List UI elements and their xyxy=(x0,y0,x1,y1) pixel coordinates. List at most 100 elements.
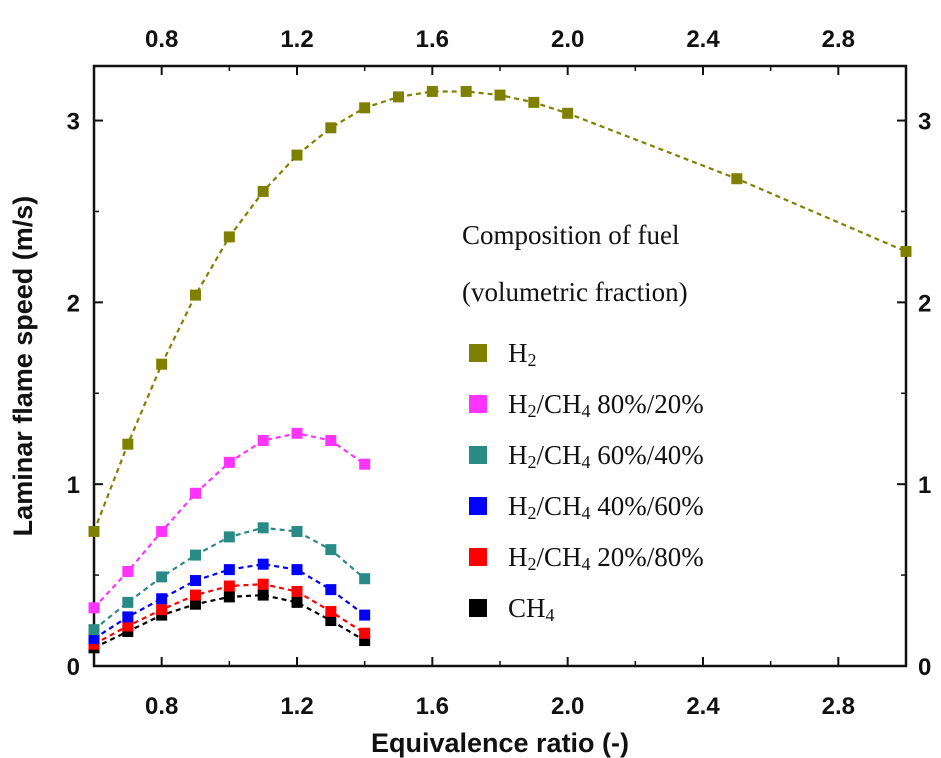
data-point xyxy=(393,91,404,103)
data-point xyxy=(88,525,100,537)
legend-label: H2/CH4 80%/20% xyxy=(508,389,704,421)
data-point xyxy=(223,531,235,543)
x-tick-label: 2.4 xyxy=(686,693,720,720)
legend-title-line1: Composition of fuel xyxy=(462,220,680,250)
legend-title-line2: (volumetric fraction) xyxy=(462,277,688,307)
data-point xyxy=(122,565,134,577)
data-point xyxy=(223,580,235,592)
data-point xyxy=(359,458,371,470)
data-point xyxy=(325,615,337,627)
data-point xyxy=(359,609,371,621)
legend-label: H2 xyxy=(508,338,537,370)
y-tick-label: 1 xyxy=(67,472,80,499)
data-point xyxy=(190,549,201,561)
legend-swatch xyxy=(469,548,487,566)
data-point xyxy=(156,593,168,605)
series-4 xyxy=(88,558,371,645)
data-point xyxy=(325,435,337,447)
data-point xyxy=(88,602,100,614)
legend-swatch xyxy=(469,395,487,413)
data-point xyxy=(291,525,303,537)
y-tick-label-right: 2 xyxy=(918,290,931,317)
data-point xyxy=(325,544,337,556)
data-point xyxy=(460,85,472,97)
data-point xyxy=(291,564,303,576)
data-point xyxy=(257,558,269,570)
series-2 xyxy=(88,427,371,614)
data-point xyxy=(156,571,168,583)
data-point xyxy=(325,605,337,617)
legend-label: H2/CH4 40%/60% xyxy=(508,491,704,523)
data-point xyxy=(190,289,201,301)
x-tick-label-top: 1.6 xyxy=(416,26,449,53)
legend: Composition of fuel (volumetric fraction… xyxy=(462,220,704,625)
y-tick-label: 3 xyxy=(67,109,80,136)
x-tick-label: 1.2 xyxy=(280,693,313,720)
data-point xyxy=(190,589,201,601)
x-axis-title: Equivalence ratio (-) xyxy=(371,728,629,758)
legend-swatch xyxy=(469,344,487,362)
x-tick-label-top: 2.0 xyxy=(551,26,584,53)
legend-items: H2 H2/CH4 80%/20% H2/CH4 60%/40% H2/CH4 40%… xyxy=(469,338,704,625)
data-point xyxy=(156,358,168,370)
data-point xyxy=(359,573,371,585)
data-point xyxy=(291,585,303,597)
data-point xyxy=(156,604,168,616)
data-point xyxy=(562,107,574,119)
legend-swatch xyxy=(469,497,487,515)
series-line xyxy=(93,593,366,649)
series-3 xyxy=(88,522,371,636)
data-point xyxy=(257,578,269,590)
data-point xyxy=(426,85,438,97)
series-layer xyxy=(88,85,912,654)
y-axis-title: Laminar flame speed (m/s) xyxy=(8,196,38,537)
legend-swatch xyxy=(469,446,487,464)
data-point xyxy=(190,487,201,499)
data-point xyxy=(88,624,100,636)
plot-frame xyxy=(92,64,908,668)
series-line xyxy=(92,90,907,532)
data-point xyxy=(291,596,303,608)
x-tick-label: 2.8 xyxy=(822,693,855,720)
x-tick-label-top: 1.2 xyxy=(280,26,313,53)
series-1 xyxy=(88,85,912,537)
data-point xyxy=(359,102,371,114)
legend-label: H2/CH4 20%/80% xyxy=(508,542,704,574)
data-point xyxy=(223,591,235,603)
data-point xyxy=(88,633,100,645)
x-tick-label-top: 2.8 xyxy=(822,26,855,53)
data-point xyxy=(359,627,371,639)
data-point xyxy=(122,611,134,623)
data-point xyxy=(122,438,134,450)
data-point xyxy=(291,149,303,161)
data-point xyxy=(325,584,337,596)
data-point xyxy=(257,589,269,601)
data-point xyxy=(257,435,269,447)
data-point xyxy=(156,525,168,537)
data-point xyxy=(223,456,235,468)
legend-label: H2/CH4 60%/40% xyxy=(508,440,704,472)
data-point xyxy=(325,122,337,134)
data-point xyxy=(223,231,235,243)
legend-label: CH4 xyxy=(508,593,555,625)
data-point xyxy=(528,96,540,108)
data-point xyxy=(257,522,269,534)
legend-swatch xyxy=(469,599,487,617)
x-tick-label: 2.0 xyxy=(551,693,584,720)
axis-ticks: 0.8 0.8 1.2 1.2 1.6 1.6 2.0 2.0 2.4 2.4 2.8 2.8 0 0 1 1… xyxy=(67,26,932,720)
data-point xyxy=(190,575,201,587)
x-tick-label-top: 0.8 xyxy=(145,26,178,53)
data-point xyxy=(359,635,371,647)
y-tick-label: 0 xyxy=(67,654,80,681)
y-tick-label-right: 0 xyxy=(918,654,931,681)
data-point xyxy=(257,185,269,197)
data-point xyxy=(223,564,235,576)
y-tick-label-right: 1 xyxy=(918,472,931,499)
x-tick-label: 1.6 xyxy=(416,693,449,720)
series-line xyxy=(93,563,366,640)
data-point xyxy=(122,620,134,632)
data-point xyxy=(731,173,743,185)
x-tick-label: 0.8 xyxy=(145,693,178,720)
data-point xyxy=(900,245,912,257)
